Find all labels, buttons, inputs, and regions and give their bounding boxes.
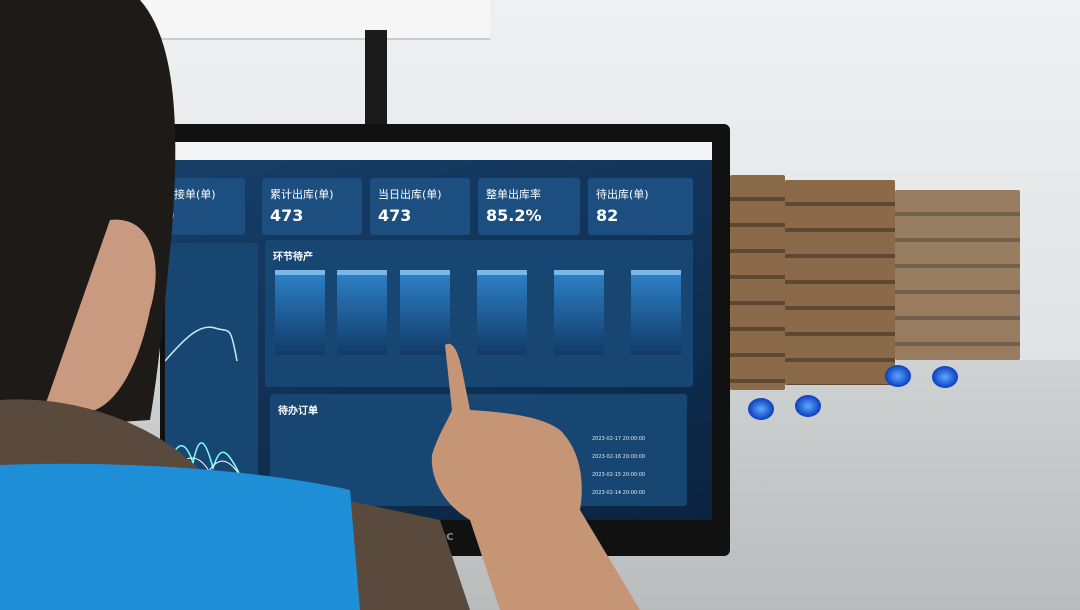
curve	[165, 326, 238, 362]
pallet	[730, 175, 785, 390]
stage	[477, 270, 527, 355]
order-date: 2023-02-14 20:00:00	[592, 490, 646, 496]
kpi-card: 当日出库(单) 473	[370, 178, 470, 235]
kpi-value: 473	[270, 206, 304, 225]
shelf	[110, 0, 490, 40]
stage	[400, 270, 450, 355]
stage	[554, 270, 604, 355]
hand	[431, 343, 640, 610]
vest	[0, 463, 360, 610]
order-date: 2023-02-16 20:00:00	[592, 454, 646, 460]
kpi-label: 累计出库(单)	[270, 188, 334, 201]
pallet	[895, 190, 1020, 360]
kpi-card: 累计出库(单) 473	[262, 178, 362, 235]
robot-light	[748, 398, 774, 420]
stage	[275, 270, 325, 355]
order-date: 2023-02-15 20:00:00	[592, 472, 646, 478]
order-date: 2023-02-17 20:00:00	[592, 436, 646, 442]
panel-title: 待办订单	[278, 406, 318, 417]
kpi-label: 测接单(单)	[165, 188, 216, 201]
robot-light	[932, 366, 958, 388]
kpi-label: 整单出库率	[486, 188, 541, 201]
kpi-value: 82	[596, 206, 619, 225]
title-bar	[165, 142, 712, 160]
kpi-card: 待出库(单) 82	[588, 178, 693, 235]
stage	[337, 270, 387, 355]
monitor-arm	[365, 30, 387, 130]
kpi-card: 整单出库率 85.2%	[478, 178, 580, 235]
kpi-label: 待出库(单)	[596, 188, 649, 201]
kpi-value: 473	[378, 206, 412, 225]
ear-neck	[40, 219, 156, 420]
kpi-card: 测接单(单)0	[165, 178, 245, 235]
curve	[165, 442, 244, 482]
process-panel: 环节待产	[265, 240, 693, 387]
screen: 测接单(单)0 累计出库(单) 473 当日出库(单) 473 整单出库率 85.2% 待出库…	[165, 142, 712, 520]
stage	[631, 270, 681, 355]
robot-light	[795, 395, 821, 417]
pallet	[785, 180, 895, 385]
robot-light	[885, 365, 911, 387]
kpi-label: 当日出库(单)	[378, 188, 442, 201]
kpi-value: 85.2%	[486, 206, 542, 225]
panel-title: 环节待产	[273, 252, 313, 263]
